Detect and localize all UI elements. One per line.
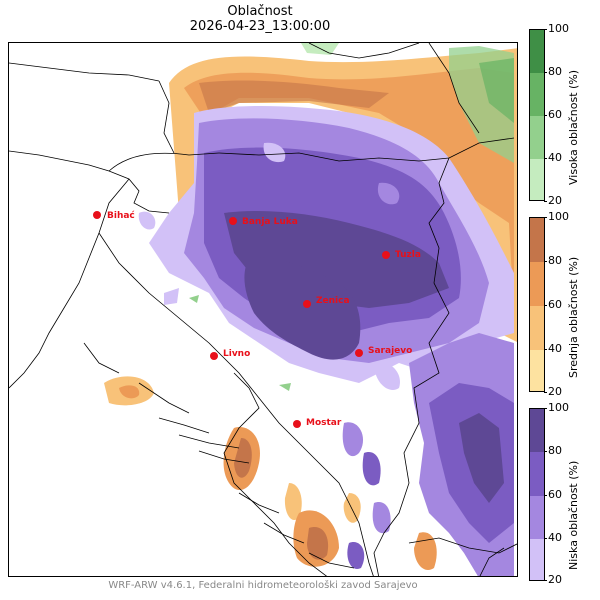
colorbar-tick: 60 xyxy=(544,488,562,501)
colorbar-tick: 20 xyxy=(544,385,562,398)
colorbar-segment xyxy=(530,496,544,539)
colorbar-label: Niska oblačnost (%) xyxy=(567,460,580,570)
colorbar-tick: 80 xyxy=(544,444,562,457)
colorbar-segment xyxy=(530,452,544,496)
city-label: Bihać xyxy=(107,210,135,221)
city-label: Mostar xyxy=(306,418,342,428)
city-marker xyxy=(229,217,237,225)
city-markers: Bihać Banja Luka Tuzla Zenica Livno Sara… xyxy=(93,210,421,428)
city-label: Tuzla xyxy=(395,250,421,260)
city-marker xyxy=(355,349,363,357)
map-title: Oblačnost xyxy=(227,4,293,19)
city-banja-luka: Banja Luka xyxy=(229,217,298,227)
colorbar-segment xyxy=(530,409,544,452)
colorbar-tick: 40 xyxy=(544,342,562,355)
colorbar-medium-cloud xyxy=(529,217,545,392)
city-marker xyxy=(210,352,218,360)
city-tuzla: Tuzla xyxy=(382,250,421,260)
colorbar-tick: 100 xyxy=(544,401,569,414)
colorbar-segment xyxy=(530,116,544,159)
colorbar-tick: 80 xyxy=(544,65,562,78)
city-marker xyxy=(382,251,390,259)
colorbar-tick: 60 xyxy=(544,108,562,121)
colorbar-segment xyxy=(530,262,544,306)
colorbar-tick: 80 xyxy=(544,254,562,267)
colorbar-tick: 60 xyxy=(544,298,562,311)
city-marker xyxy=(293,420,301,428)
city-marker xyxy=(93,211,101,219)
colorbar-segment xyxy=(530,306,544,350)
colorbar-label: Visoka oblačnost (%) xyxy=(567,69,580,185)
colorbar-tick: 40 xyxy=(544,151,562,164)
colorbar-segment xyxy=(530,30,544,73)
low-cloud-layer xyxy=(138,106,514,576)
city-bihac: Bihać xyxy=(93,210,135,221)
colorbar-segment xyxy=(530,350,544,391)
colorbar-tick: 100 xyxy=(544,22,569,35)
city-marker xyxy=(303,300,311,308)
city-label: Livno xyxy=(223,349,250,359)
city-mostar: Mostar xyxy=(293,418,342,428)
colorbar-low-cloud xyxy=(529,408,545,581)
colorbar-tick: 100 xyxy=(544,210,569,223)
map-canvas: Bihać Banja Luka Tuzla Zenica Livno Sara… xyxy=(9,43,517,576)
colorbar-label: Srednja oblačnost (%) xyxy=(567,256,580,378)
credit-text: WRF-ARW v4.6.1, Federalni hidrometeorolo… xyxy=(108,580,418,591)
colorbar-segment xyxy=(530,73,544,116)
colorbar-segment xyxy=(530,218,544,262)
colorbar-segment xyxy=(530,159,544,200)
colorbar-tick: 40 xyxy=(544,531,562,544)
city-zenica: Zenica xyxy=(303,296,350,308)
colorbar-segment xyxy=(530,539,544,580)
border-lines xyxy=(9,43,517,576)
city-livno: Livno xyxy=(210,349,250,360)
city-label: Sarajevo xyxy=(368,346,412,356)
city-sarajevo: Sarajevo xyxy=(355,346,412,357)
colorbar-tick: 20 xyxy=(544,194,562,207)
colorbar-tick: 20 xyxy=(544,573,562,586)
city-label: Banja Luka xyxy=(242,217,298,227)
colorbar-high-cloud xyxy=(529,29,545,201)
city-label: Zenica xyxy=(316,296,350,306)
cloud-cover-map: Bihać Banja Luka Tuzla Zenica Livno Sara… xyxy=(8,42,518,577)
map-datetime: 2026-04-23_13:00:00 xyxy=(189,19,331,34)
high-cloud-layer xyxy=(189,43,514,391)
